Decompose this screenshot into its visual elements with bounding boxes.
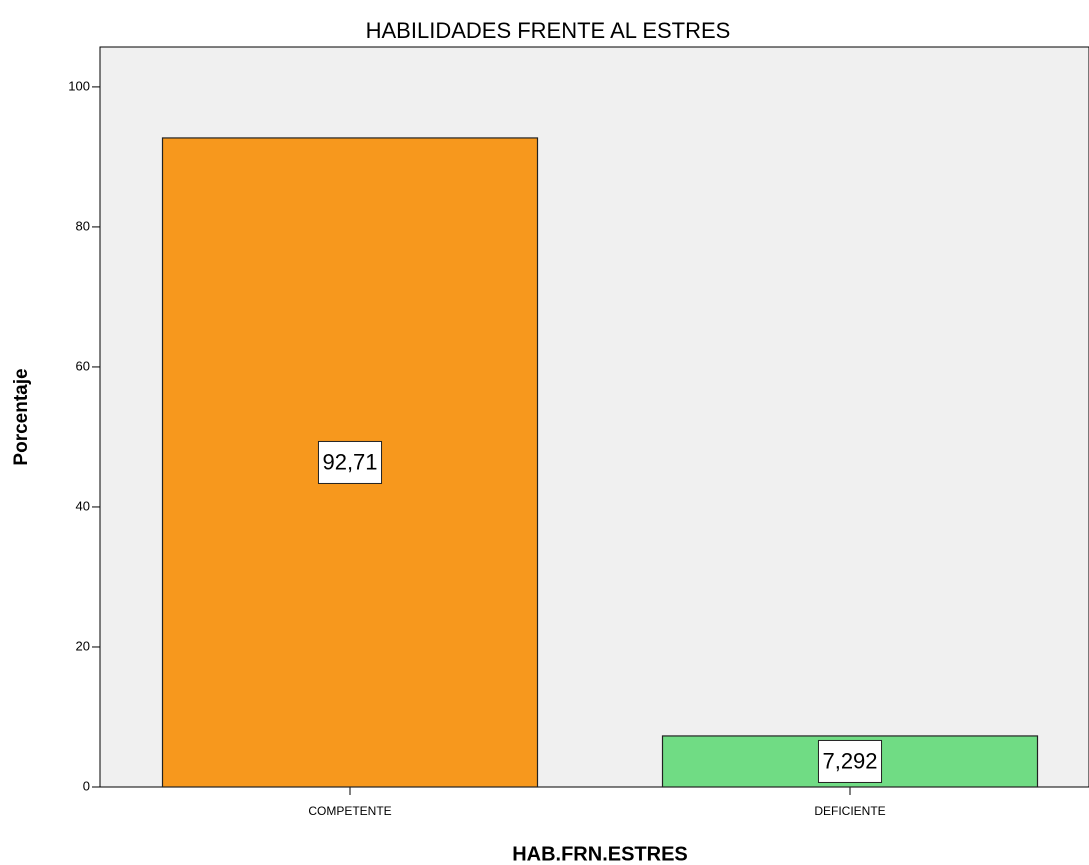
value-label: 7,292	[822, 748, 877, 773]
value-label-box	[317, 440, 383, 484]
value-label: 92,71	[322, 449, 377, 474]
y-tick-label: 100	[68, 78, 90, 93]
x-tick-label: COMPETENTE	[308, 804, 391, 818]
chart-title: HABILIDADES FRENTE AL ESTRES	[366, 18, 731, 43]
value-label-box	[817, 739, 883, 783]
y-tick-label: 80	[76, 218, 90, 233]
x-tick-label: DEFICIENTE	[814, 804, 885, 818]
y-tick-label: 40	[76, 498, 90, 513]
y-axis-label: Porcentaje	[11, 368, 32, 465]
x-axis-label: HAB.FRN.ESTRES	[512, 843, 688, 865]
y-tick-label: 60	[76, 358, 90, 373]
y-tick-label: 0	[83, 778, 90, 793]
y-tick-label: 20	[76, 638, 90, 653]
